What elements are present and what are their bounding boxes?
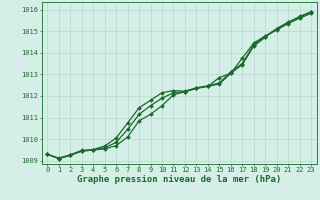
X-axis label: Graphe pression niveau de la mer (hPa): Graphe pression niveau de la mer (hPa): [77, 175, 281, 184]
